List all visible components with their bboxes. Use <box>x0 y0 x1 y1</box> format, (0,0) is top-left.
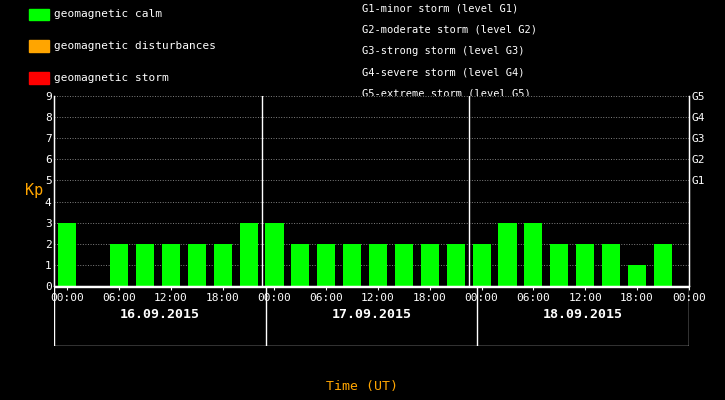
Bar <box>214 244 232 286</box>
Bar <box>524 223 542 286</box>
Bar <box>602 244 620 286</box>
Text: 16.09.2015: 16.09.2015 <box>120 308 200 321</box>
Bar <box>29 72 49 84</box>
Bar <box>29 9 49 20</box>
Bar <box>395 244 413 286</box>
Bar <box>317 244 335 286</box>
Bar <box>265 223 283 286</box>
Text: geomagnetic disturbances: geomagnetic disturbances <box>54 41 215 51</box>
Text: G1-minor storm (level G1): G1-minor storm (level G1) <box>362 4 519 14</box>
Bar <box>239 223 257 286</box>
Bar <box>473 244 491 286</box>
Text: 17.09.2015: 17.09.2015 <box>331 308 412 321</box>
Bar <box>110 244 128 286</box>
Text: 18.09.2015: 18.09.2015 <box>543 308 623 321</box>
Bar <box>58 223 76 286</box>
Bar <box>576 244 594 286</box>
Bar <box>420 244 439 286</box>
Bar <box>628 265 646 286</box>
Bar <box>29 40 49 52</box>
Text: Time (UT): Time (UT) <box>326 380 399 393</box>
Bar <box>369 244 387 286</box>
Bar <box>343 244 361 286</box>
Text: G2-moderate storm (level G2): G2-moderate storm (level G2) <box>362 25 537 35</box>
Y-axis label: Kp: Kp <box>25 184 43 198</box>
Bar <box>188 244 206 286</box>
Text: geomagnetic calm: geomagnetic calm <box>54 9 162 19</box>
Text: G5-extreme storm (level G5): G5-extreme storm (level G5) <box>362 88 531 98</box>
Text: G3-strong storm (level G3): G3-strong storm (level G3) <box>362 46 525 56</box>
Text: G4-severe storm (level G4): G4-severe storm (level G4) <box>362 67 525 77</box>
Bar <box>162 244 180 286</box>
Bar <box>136 244 154 286</box>
Text: geomagnetic storm: geomagnetic storm <box>54 73 168 83</box>
Bar <box>447 244 465 286</box>
Bar <box>550 244 568 286</box>
Bar <box>291 244 310 286</box>
Bar <box>654 244 672 286</box>
Bar <box>498 223 516 286</box>
